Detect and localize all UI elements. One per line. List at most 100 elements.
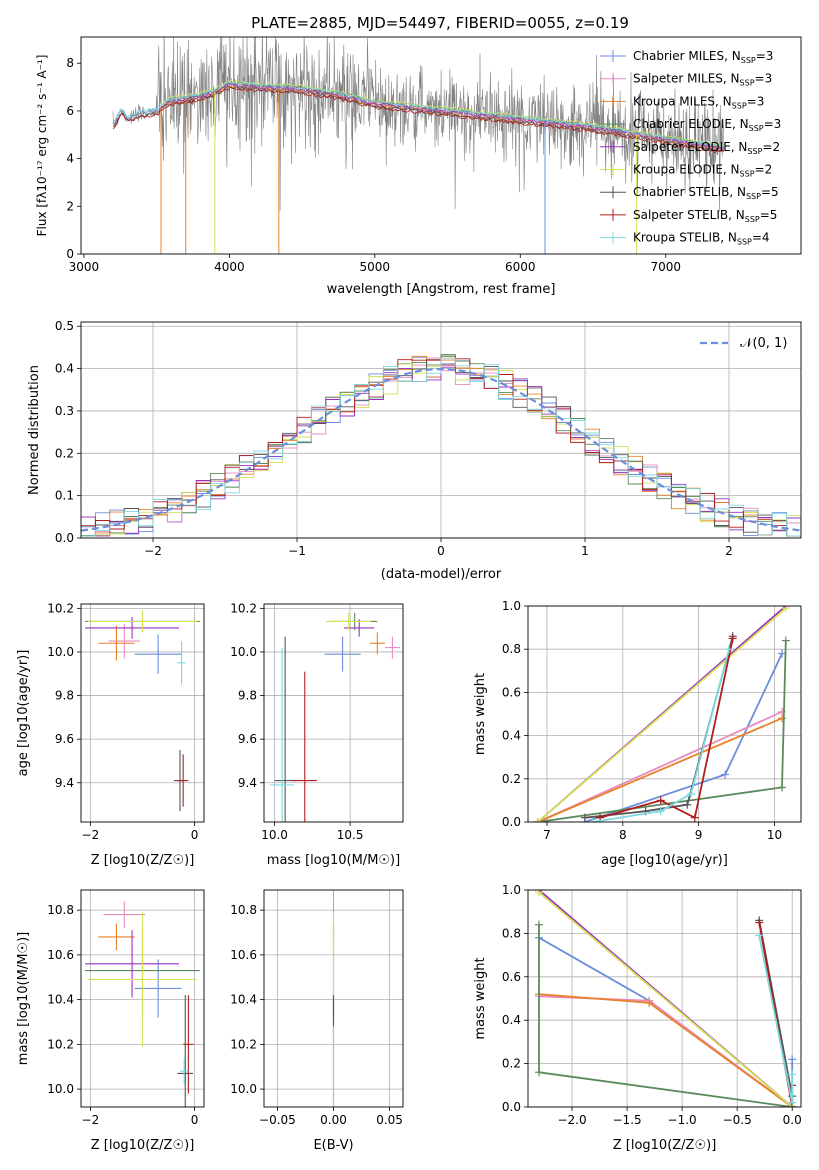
legend-label-ss: Salpeter STELIB, NSSP=5 xyxy=(633,208,777,224)
x-tick-label: −2 xyxy=(82,1113,100,1127)
errorbars xyxy=(85,610,200,812)
y-tick-label: 0.3 xyxy=(55,404,74,418)
y-tick-label: 0.0 xyxy=(502,1100,521,1114)
y-tick-label: 9.6 xyxy=(238,732,257,746)
series-lines xyxy=(535,890,797,1107)
legend-label-cs: Chabrier STELIB, NSSP=5 xyxy=(633,185,779,201)
x-tick-label: 9 xyxy=(695,828,703,842)
observed-spectrum xyxy=(112,37,725,212)
y-tick-label: 10.0 xyxy=(47,645,74,659)
y-tick-label: 10.2 xyxy=(47,601,74,615)
y-axis-label: mass weight xyxy=(473,673,488,755)
y-tick-label: 0.0 xyxy=(55,531,74,545)
y-tick-label: 1.0 xyxy=(502,599,521,613)
y-tick-label: 0.2 xyxy=(502,1057,521,1071)
y-tick-label: 10.4 xyxy=(47,993,74,1007)
x-tick-label: 8 xyxy=(619,828,627,842)
y-tick-label: 0.6 xyxy=(502,685,521,699)
legend-label-se: Salpeter ELODIE, NSSP=2 xyxy=(633,140,780,156)
y-tick-label: 0.8 xyxy=(502,642,521,656)
legend-label-ke: Kroupa ELODIE, NSSP=2 xyxy=(633,163,772,179)
errorbars xyxy=(270,612,400,822)
x-axis-label: E(B-V) xyxy=(313,1138,353,1153)
x-tick-label: 10 xyxy=(767,828,782,842)
axes-frame xyxy=(527,605,802,823)
y-tick-label: 4 xyxy=(66,152,74,166)
x-tick-label: 0.05 xyxy=(376,1113,403,1127)
axes-frame xyxy=(263,603,404,823)
series-line-km xyxy=(537,717,783,822)
y-axis-label: Flux [fλ10⁻¹⁷ erg cm⁻² s⁻¹ A⁻¹] xyxy=(35,55,49,237)
legend-label-ce: Chabrier ELODIE, NSSP=3 xyxy=(633,117,781,133)
x-tick-label: −1 xyxy=(288,544,306,558)
y-tick-label: 10.0 xyxy=(47,1082,74,1096)
figure-title: PLATE=2885, MJD=54497, FIBERID=0055, z=0… xyxy=(251,14,629,32)
gaussian-curve xyxy=(81,367,801,532)
x-axis-label: wavelength [Angstrom, rest frame] xyxy=(327,282,556,297)
x-tick-label: 0.00 xyxy=(320,1113,347,1127)
legend-gaussian-label: 𝒩(0, 1) xyxy=(740,336,787,351)
x-axis-label: age [log10(age/yr)] xyxy=(601,853,728,868)
histogram-ks xyxy=(81,357,801,537)
spectrum-lines xyxy=(112,37,725,254)
y-tick-label: 0 xyxy=(66,247,74,261)
x-axis-label: Z [log10(Z/Z☉)] xyxy=(91,1138,195,1153)
axes-frame xyxy=(80,321,802,539)
y-tick-label: 0.4 xyxy=(502,729,521,743)
x-tick-label: 5000 xyxy=(360,260,391,274)
x-tick-label: 0 xyxy=(191,1113,199,1127)
y-axis-label: age [log10(age/yr)] xyxy=(16,650,31,777)
legend-label-ks: Kroupa STELIB, NSSP=4 xyxy=(633,231,770,247)
x-tick-label: −0.5 xyxy=(723,1113,752,1127)
x-tick-label: −2 xyxy=(144,544,162,558)
y-tick-label: 0.4 xyxy=(502,1013,521,1027)
x-tick-label: 2 xyxy=(725,544,733,558)
panel-massweight_vs_age: 7 8 9 10 0.0 0.2 0.4 0.6 0.8 1.0 age [log10(age/yr… xyxy=(473,599,802,868)
x-tick-label: 0.0 xyxy=(783,1113,802,1127)
y-tick-label: 10.6 xyxy=(47,948,74,962)
x-axis-label: mass [log10(M/M☉)] xyxy=(267,853,400,868)
y-tick-label: 8 xyxy=(66,56,74,70)
y-tick-label: 10.0 xyxy=(230,645,257,659)
x-tick-label: 0 xyxy=(437,544,445,558)
series-line-sm xyxy=(537,710,783,822)
model-spectrum-ks xyxy=(112,79,725,148)
y-tick-label: 0.5 xyxy=(55,319,74,333)
y-tick-label: 10.8 xyxy=(47,903,74,917)
x-axis-label: Z [log10(Z/Z☉)] xyxy=(613,1138,717,1153)
x-tick-label: 3000 xyxy=(69,260,100,274)
x-tick-label: 10.0 xyxy=(261,828,288,842)
series-line-ke xyxy=(537,607,787,822)
series-line-ks xyxy=(758,935,794,1103)
y-tick-label: 9.4 xyxy=(238,776,257,790)
series-lines xyxy=(533,606,790,822)
y-tick-label: 0.8 xyxy=(502,926,521,940)
series-line-ss xyxy=(599,638,734,820)
x-tick-label: −1.5 xyxy=(613,1113,642,1127)
panel-massweight_vs_Z: −2.0 −1.5 −1.0 −0.5 0.0 0.0 0.2 0.4 0.6 0.8 1.0 Z [… xyxy=(473,883,802,1153)
x-tick-label: 7000 xyxy=(650,260,681,274)
series-line-cm xyxy=(538,936,794,1107)
model-spectrum-se xyxy=(159,82,724,151)
y-tick-label: 10.4 xyxy=(230,993,257,1007)
axes-frame xyxy=(80,889,205,1108)
y-tick-label: 0.6 xyxy=(502,970,521,984)
y-tick-label: 9.4 xyxy=(55,776,74,790)
x-axis-label: (data-model)/error xyxy=(381,567,502,582)
series-line-ke xyxy=(538,891,793,1107)
x-tick-label: 1 xyxy=(581,544,589,558)
x-tick-label: −1.0 xyxy=(668,1113,697,1127)
y-axis-label: mass [log10(M/M☉)] xyxy=(16,932,31,1065)
panel-residuals: −2 −1 0 1 2 0.0 0.1 0.2 0.3 0.4 0.5 (data-model)/er… xyxy=(27,319,802,582)
y-tick-label: 0.1 xyxy=(55,489,74,503)
y-tick-label: 0.0 xyxy=(502,815,521,829)
x-tick-label: 0 xyxy=(191,828,199,842)
x-tick-label: −0.05 xyxy=(259,1113,296,1127)
legend: Chabrier MILES, NSSP=3 Salpeter MILES, NS… xyxy=(600,49,781,247)
y-tick-label: 1.0 xyxy=(502,883,521,897)
panel-spectrum: 3000 4000 5000 6000 7000 0 2 4 6 8 wavelength [Ang… xyxy=(35,36,802,297)
series-line-ks xyxy=(592,648,730,822)
histograms xyxy=(81,354,801,537)
